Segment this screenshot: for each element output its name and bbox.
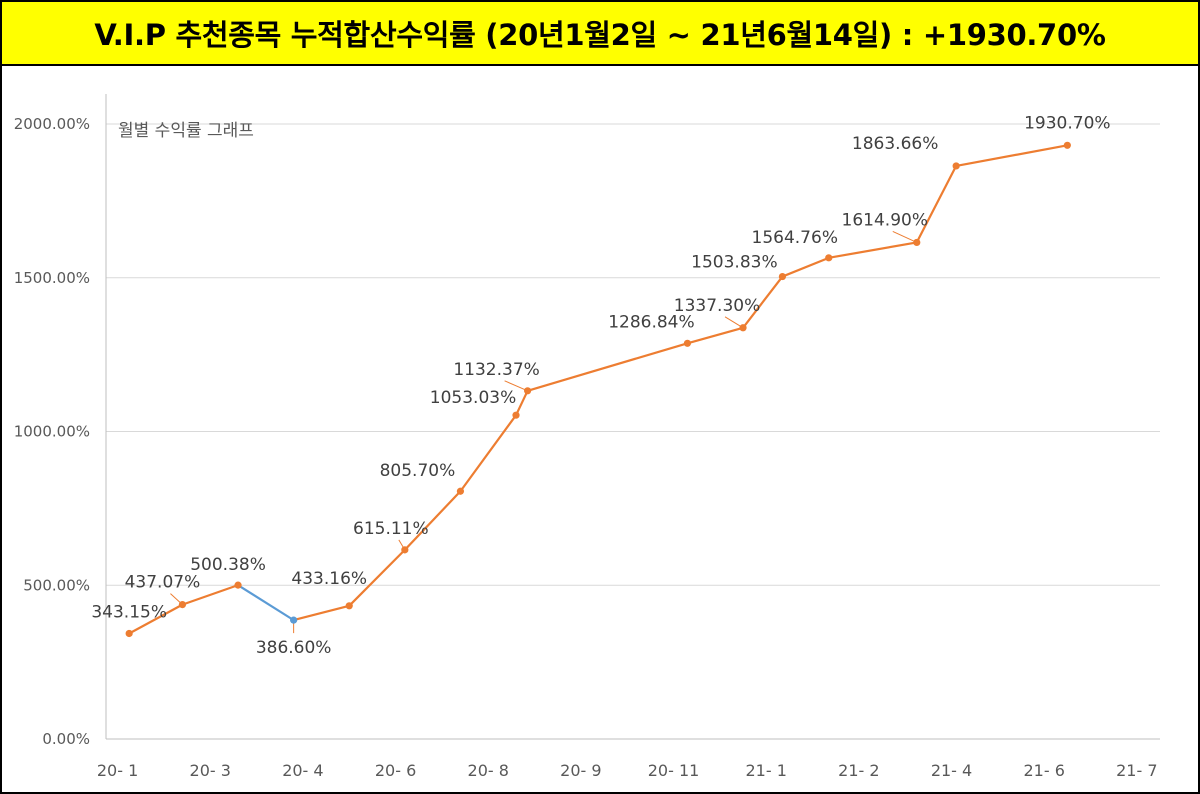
series-segment (781, 256, 830, 278)
data-point (125, 629, 133, 638)
data-label: 433.16% (291, 569, 367, 589)
series-segment (292, 604, 351, 622)
data-point (401, 546, 409, 554)
series-segment (514, 389, 529, 417)
gridlines (106, 123, 1160, 586)
y-tick-label: 0.00% (42, 730, 90, 748)
data-point (290, 616, 298, 624)
data-point (739, 324, 747, 332)
data-label: 1863.66% (852, 134, 938, 154)
x-tick-label: 21- 4 (931, 761, 972, 780)
x-tick-label: 21- 7 (1116, 761, 1157, 780)
x-tick-label: 20- 6 (375, 761, 416, 780)
series-segment (459, 414, 518, 493)
data-label: 805.70% (380, 461, 456, 481)
data-label: 500.38% (190, 555, 266, 575)
data-point (234, 581, 242, 589)
data-label: 1930.70% (1024, 113, 1110, 133)
series-segment (741, 275, 784, 329)
x-tick-label: 21- 6 (1023, 761, 1064, 780)
data-label: 386.60% (256, 638, 332, 658)
data-label: 1337.30% (674, 296, 760, 316)
y-tick-label: 1500.00% (14, 269, 90, 287)
x-tick-label: 21- 1 (745, 761, 786, 780)
label-leader (504, 380, 528, 392)
series-segment (236, 584, 295, 622)
x-tick-label: 21- 2 (838, 761, 879, 780)
data-point (913, 238, 921, 247)
data-label: 343.15% (91, 602, 167, 622)
series-segment (403, 490, 462, 551)
series-segment (827, 241, 918, 259)
data-label: 1503.83% (691, 253, 777, 273)
x-tick-label: 20- 11 (648, 761, 700, 780)
data-label: 1053.03% (430, 388, 516, 408)
series-segment (686, 326, 745, 345)
data-point (952, 162, 960, 170)
y-tick-label: 500.00% (23, 576, 90, 594)
series-segment (526, 342, 689, 392)
data-labels: 343.15% 437.07%500.38% 386.60% 433.16% 615.1… (91, 113, 1110, 658)
series-lines (128, 144, 1069, 635)
series-segment (128, 603, 184, 635)
data-point (512, 411, 520, 419)
data-point (345, 602, 353, 610)
page-title: V.I.P 추천종목 누적합산수익률 (20년1월2일 ~ 21년6월14일) … (94, 18, 1106, 52)
series-segment (348, 548, 406, 607)
data-point (178, 601, 187, 609)
series-segment (181, 584, 240, 606)
data-label: 615.11% (353, 519, 429, 539)
y-tick-label: 1000.00% (14, 423, 90, 441)
data-point (683, 339, 692, 347)
x-tick-label: 20- 1 (97, 761, 138, 780)
data-label: 1286.84% (608, 312, 694, 332)
label-leader-lines (170, 230, 917, 634)
x-tick-label: 20- 4 (282, 761, 323, 780)
x-tick-label: 20- 3 (190, 761, 231, 780)
x-tick-label: 20- 9 (560, 761, 601, 780)
series-points (125, 141, 1071, 638)
data-label: 1564.76% (752, 228, 838, 248)
data-point (524, 387, 532, 395)
data-point (825, 254, 833, 262)
label-leader (892, 230, 917, 243)
y-tick-label: 2000.00% (14, 115, 90, 133)
x-tick-label: 20- 8 (468, 761, 509, 780)
series-segment (915, 164, 958, 244)
data-point (778, 272, 787, 281)
data-point (456, 487, 465, 495)
data-point (1063, 141, 1071, 149)
series-segment (955, 144, 1069, 168)
title-banner: V.I.P 추천종목 누적합산수익률 (20년1월2일 ~ 21년6월14일) … (2, 2, 1198, 66)
chart-title: 월별 수익률 그래프 (118, 121, 254, 141)
data-label: 437.07% (125, 573, 201, 593)
axes: 0.00% 500.00% 1000.00% 1500.00% 2000.00% 20- … (14, 94, 1160, 780)
data-label: 1614.90% (842, 210, 928, 230)
data-label: 1132.37% (453, 360, 539, 380)
